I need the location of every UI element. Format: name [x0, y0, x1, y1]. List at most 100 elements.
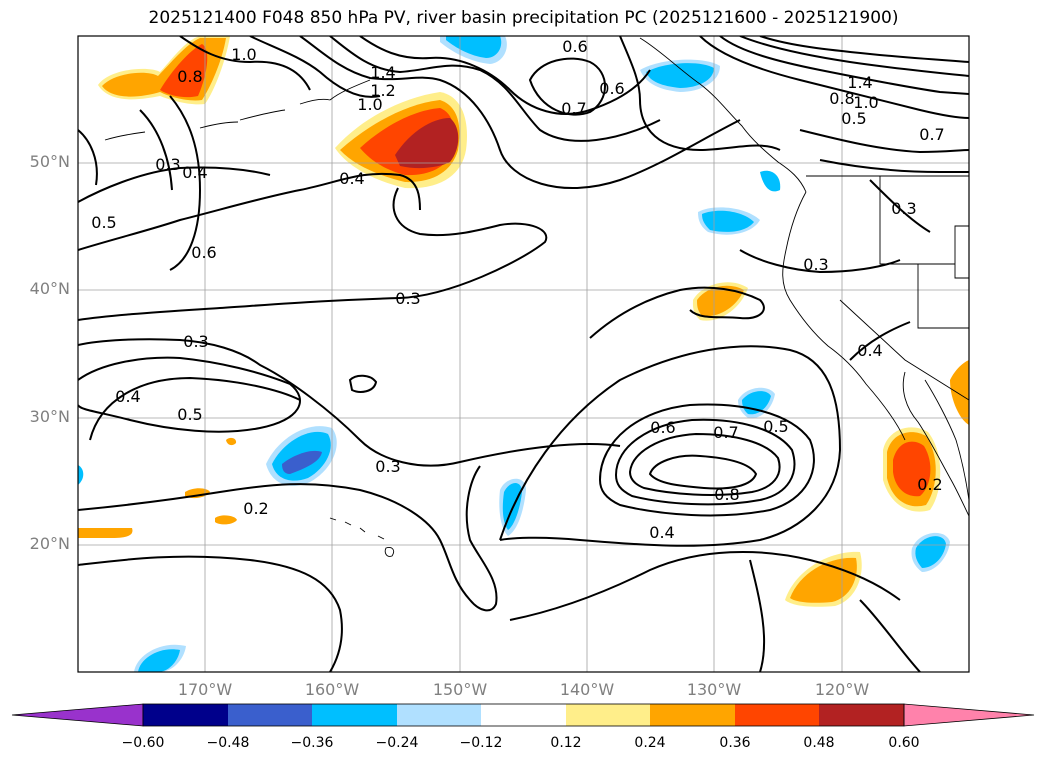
- contour-label: 0.5: [177, 405, 202, 424]
- contour-label: 0.3: [803, 255, 828, 274]
- shade-pos-nw-red: [160, 44, 208, 98]
- contour-label: 0.5: [763, 417, 788, 436]
- contour-21: [619, 36, 781, 152]
- contour-36: [859, 599, 921, 672]
- contour-17: [299, 36, 741, 189]
- contour-label: 0.5: [91, 213, 116, 232]
- contour-4: [78, 356, 301, 433]
- contour-25: [759, 36, 969, 63]
- coast-mexico: [924, 379, 969, 501]
- map-frame: [77, 35, 970, 673]
- coast-baja: [902, 371, 969, 517]
- contour-label: 1.0: [231, 45, 256, 64]
- contour-3: [78, 338, 621, 467]
- contour-22: [699, 36, 969, 119]
- colorbar-tick-label: 0.48: [803, 735, 835, 751]
- contour-35: [749, 559, 766, 672]
- contour-labels: 1.0 0.8 1.4 1.2 1.0 0.4 0.3 0.4 0.5 0.6 …: [91, 37, 944, 542]
- shade-neg-sw-cyan: [138, 649, 180, 672]
- colorbar-bin: [312, 704, 397, 726]
- contour-28: [739, 249, 901, 274]
- colorbar-bin: [819, 704, 904, 726]
- contour-label: 0.2: [243, 499, 268, 518]
- contour-14: [648, 454, 758, 490]
- contour-label: 0.8: [829, 89, 854, 108]
- contour-20: [528, 57, 606, 116]
- contour-label: 0.7: [561, 99, 586, 118]
- border-box: [954, 225, 969, 279]
- contour-label: 1.4: [847, 73, 872, 92]
- contour-label: 0.8: [177, 67, 202, 86]
- contour-label: 0.4: [857, 341, 882, 360]
- contour-30: [849, 321, 911, 361]
- contour-label: 0.5: [841, 109, 866, 128]
- shade-pos-mid-orange: [697, 285, 744, 317]
- contour-27: [819, 159, 969, 173]
- shade-neg-coast-south-cyan: [915, 536, 946, 568]
- contour-19: [359, 36, 651, 115]
- contour-label: 0.2: [917, 475, 942, 494]
- colorbar-bin: [397, 704, 481, 726]
- colorbar-min-arrow: [11, 703, 144, 727]
- border-bc-ab: [879, 176, 955, 265]
- colorbar-tick-label: −0.36: [290, 735, 334, 751]
- contour-8: [589, 286, 765, 339]
- border-us-states: [839, 264, 969, 401]
- colorbar-outline: [142, 703, 905, 727]
- contour-label: 1.0: [357, 95, 382, 114]
- lat-tick-label: 20°N: [29, 534, 70, 553]
- contour-10: [499, 345, 842, 547]
- contour-6: [78, 465, 498, 612]
- coast-alaska: [639, 37, 807, 193]
- colorbar-bin: [650, 704, 735, 726]
- colorbar-tick-label: 0.36: [719, 735, 751, 751]
- lon-tick-label: 140°W: [559, 680, 615, 699]
- lon-tick-label: 150°W: [432, 680, 488, 699]
- colorbar-bin: [566, 704, 650, 726]
- contour-label: 1.4: [370, 63, 395, 82]
- contour-label: 0.4: [649, 523, 674, 542]
- contour-label: 1.0: [853, 93, 878, 112]
- shade-pos-coast-red: [893, 441, 931, 497]
- colorbar-tick-label: 0.60: [888, 735, 920, 751]
- contour-13: [628, 432, 781, 496]
- shade-pos-dot-b: [215, 515, 237, 525]
- contour-1: [78, 172, 421, 251]
- contour-label: 0.4: [182, 163, 207, 182]
- shade-pos-west-small: [78, 528, 133, 538]
- coast-west-us: [782, 191, 906, 441]
- contour-32: [169, 95, 202, 271]
- contour-label: 0.7: [919, 125, 944, 144]
- contour-9: [509, 551, 901, 621]
- shade-pos-dot-c: [226, 437, 237, 446]
- contour-label: 0.4: [339, 169, 364, 188]
- contour-15: [179, 36, 311, 91]
- contour-label: 0.3: [395, 289, 420, 308]
- contour-11: [598, 403, 815, 517]
- lat-tick-label: 40°N: [29, 279, 70, 298]
- coast-aleutians: [104, 79, 371, 141]
- contour-label: 0.6: [650, 418, 675, 437]
- colorbar-tick-label: −0.48: [206, 735, 250, 751]
- contour-31: [348, 374, 378, 393]
- lat-tick-label: 50°N: [29, 152, 70, 171]
- contour-12: [614, 418, 796, 506]
- contour-label: 0.3: [155, 155, 180, 174]
- contour-23: [719, 36, 969, 95]
- colorbar: [11, 703, 1035, 727]
- contour-label: 0.3: [891, 199, 916, 218]
- pv-contours: [78, 36, 969, 672]
- contour-33: [139, 109, 173, 191]
- contour-26: [799, 129, 969, 154]
- colorbar-tick-label: 0.12: [550, 735, 582, 751]
- colorbar-tick-label: −0.24: [375, 735, 419, 751]
- lon-tick-label: 130°W: [686, 680, 742, 699]
- contour-label: 0.8: [714, 485, 739, 504]
- map-title: 2025121400 F048 850 hPa PV, river basin …: [148, 8, 899, 28]
- contour-label: 0.3: [183, 332, 208, 351]
- lon-tick-label: 120°W: [814, 680, 870, 699]
- shade-neg-hawaii-blue: [282, 450, 322, 474]
- contour-label: 0.4: [115, 387, 140, 406]
- colorbar-bin: [228, 704, 312, 726]
